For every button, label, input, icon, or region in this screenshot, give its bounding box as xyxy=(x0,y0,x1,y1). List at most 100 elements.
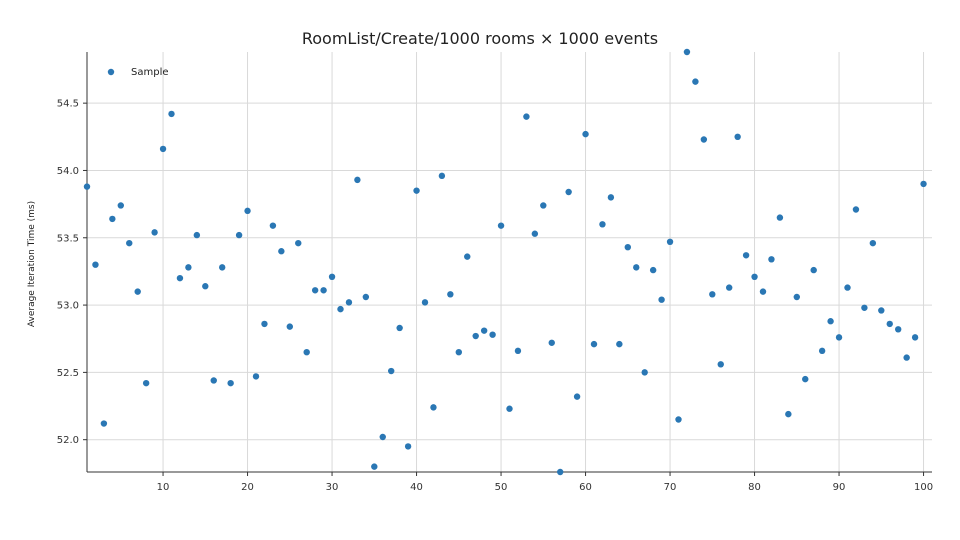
y-tick-label: 54.0 xyxy=(57,166,79,177)
data-point xyxy=(176,274,184,282)
data-point xyxy=(480,327,488,334)
data-point xyxy=(202,283,209,290)
data-point xyxy=(210,377,217,384)
data-point xyxy=(514,347,522,355)
data-point xyxy=(649,266,657,274)
data-point xyxy=(100,420,108,427)
data-point xyxy=(540,202,547,209)
data-point xyxy=(430,404,437,411)
data-point xyxy=(455,348,462,356)
data-point xyxy=(751,273,758,281)
data-point xyxy=(83,183,91,190)
data-point xyxy=(489,331,496,338)
chart-title: RoomList/Create/1000 rooms × 1000 events xyxy=(302,29,658,48)
data-point xyxy=(269,222,277,229)
data-point xyxy=(303,348,310,356)
data-point xyxy=(548,339,555,346)
y-tick-label: 53.5 xyxy=(57,233,79,244)
data-point xyxy=(126,239,133,247)
data-point xyxy=(717,361,724,368)
legend-label: Sample xyxy=(131,67,169,78)
data-point xyxy=(641,369,648,376)
data-point xyxy=(371,463,378,470)
data-point xyxy=(311,287,319,294)
data-point xyxy=(447,291,454,298)
data-point xyxy=(109,215,116,223)
data-point xyxy=(159,145,167,153)
data-point xyxy=(472,332,479,340)
y-tick-label: 53.0 xyxy=(57,301,79,312)
data-point xyxy=(328,273,336,281)
data-point xyxy=(895,326,902,333)
data-point xyxy=(785,410,792,418)
data-point xyxy=(337,305,344,313)
axes xyxy=(83,52,932,476)
y-axis-label: Average Iteration Time (ms) xyxy=(27,201,37,327)
data-point xyxy=(362,293,370,301)
y-tick-label: 52.0 xyxy=(57,435,79,446)
data-point xyxy=(911,334,919,341)
data-point xyxy=(793,293,800,301)
data-point xyxy=(878,307,885,314)
data-point xyxy=(683,48,691,56)
data-point xyxy=(320,287,327,294)
x-tick-label: 90 xyxy=(833,482,846,493)
data-point xyxy=(244,207,251,215)
data-point xyxy=(286,323,293,330)
data-point xyxy=(295,239,302,247)
y-tick-label: 52.5 xyxy=(57,368,79,379)
data-point xyxy=(886,320,893,328)
data-point xyxy=(413,187,420,194)
data-point xyxy=(235,231,243,239)
data-point xyxy=(557,468,564,476)
data-point xyxy=(531,230,539,237)
tick-labels: 10 20 30 40 50 60 70 80 90 100 52.0 52.5 53.0 53.5 54.… xyxy=(57,99,933,493)
legend-marker xyxy=(107,68,115,76)
data-point xyxy=(404,443,412,450)
data-point xyxy=(523,113,530,120)
grid-lines xyxy=(87,52,932,472)
data-point xyxy=(607,194,615,201)
x-tick-label: 40 xyxy=(410,482,423,493)
data-point xyxy=(759,288,767,295)
data-point xyxy=(497,222,505,229)
data-point xyxy=(590,340,598,348)
data-point xyxy=(168,110,175,118)
x-tick-label: 70 xyxy=(664,482,677,493)
data-point xyxy=(252,373,260,380)
x-tick-label: 30 xyxy=(326,482,339,493)
data-point xyxy=(193,231,201,239)
data-point xyxy=(261,320,268,328)
data-point xyxy=(666,238,674,246)
data-point xyxy=(734,133,741,141)
data-point xyxy=(700,136,708,143)
data-point xyxy=(92,261,99,268)
x-tick-label: 50 xyxy=(495,482,508,493)
data-point xyxy=(726,284,733,291)
data-point xyxy=(616,340,623,348)
data-point xyxy=(278,248,285,255)
data-point xyxy=(464,253,471,260)
data-point xyxy=(633,264,640,271)
data-point xyxy=(658,296,665,303)
data-point xyxy=(185,264,192,271)
data-point xyxy=(742,252,750,259)
data-point xyxy=(227,379,234,387)
data-point xyxy=(920,180,927,188)
data-point xyxy=(573,393,581,400)
data-point xyxy=(903,354,910,361)
data-point xyxy=(134,288,141,295)
data-point xyxy=(624,243,631,251)
data-point xyxy=(388,367,395,375)
x-tick-label: 20 xyxy=(241,482,254,493)
data-point xyxy=(844,284,851,291)
data-point xyxy=(151,229,158,236)
x-tick-label: 60 xyxy=(579,482,592,493)
data-point xyxy=(117,202,125,209)
data-point xyxy=(852,206,860,213)
data-point xyxy=(599,221,606,228)
data-point xyxy=(438,172,446,180)
data-point xyxy=(675,416,682,423)
data-point xyxy=(396,324,403,332)
legend: Sample xyxy=(107,67,169,78)
